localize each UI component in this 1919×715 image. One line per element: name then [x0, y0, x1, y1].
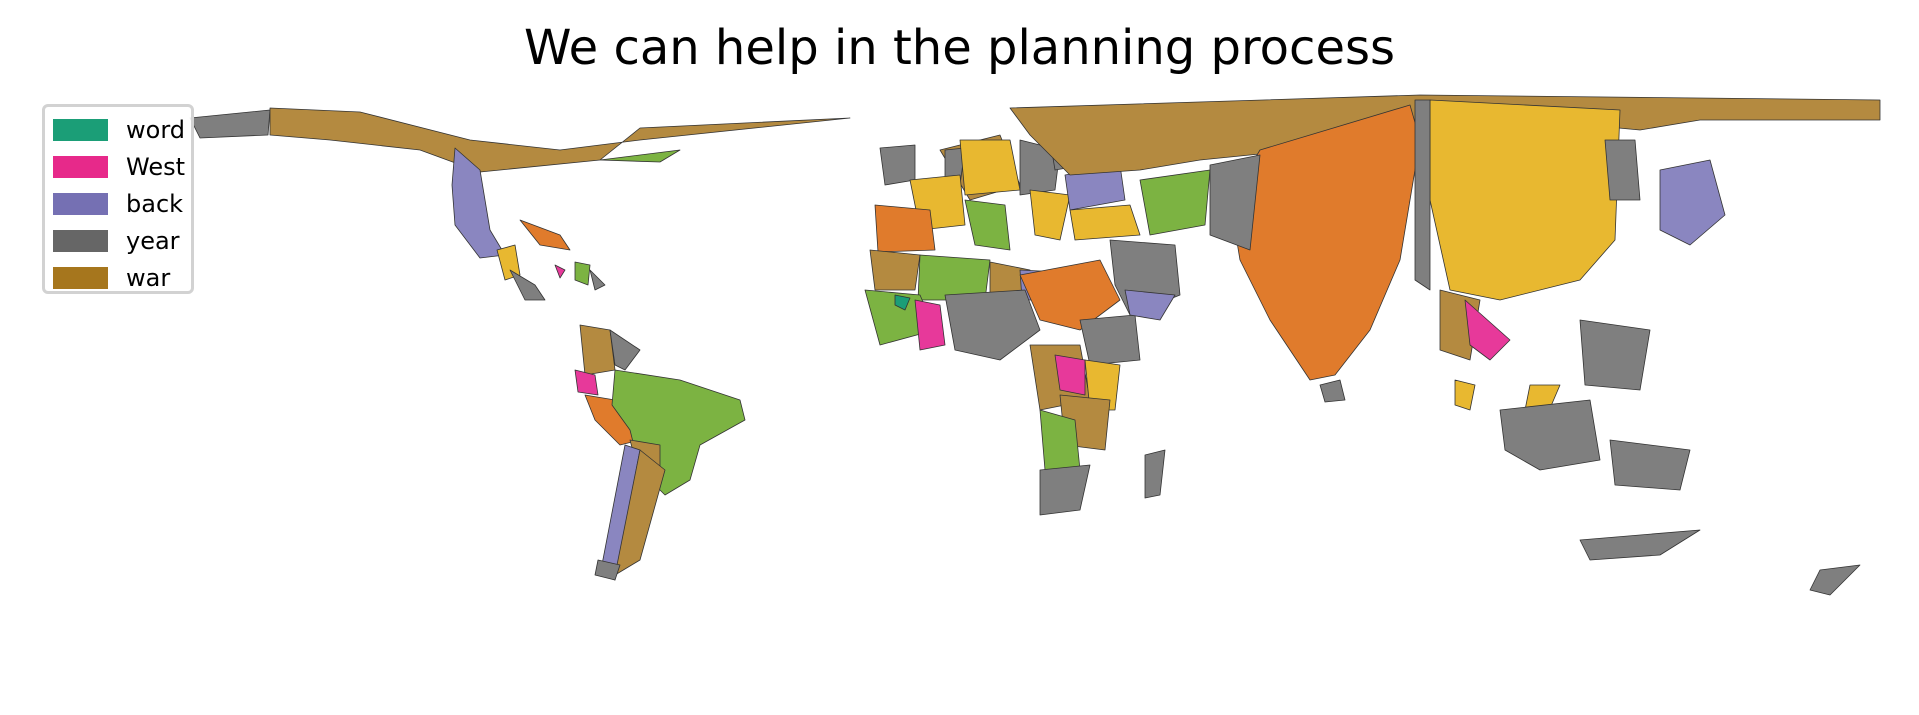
region-iran [1139, 169, 1211, 236]
legend-item-back: back [53, 190, 184, 218]
region-thailand [1464, 299, 1511, 361]
region-southern-africa [1039, 464, 1091, 516]
legend-swatch-back [53, 193, 108, 215]
region-mexico [496, 244, 521, 281]
region-italy [964, 199, 1011, 251]
region-mongolia-strip [1414, 99, 1431, 291]
region-patagonia [594, 559, 621, 581]
legend-swatch-war [53, 267, 108, 289]
region-sri-lanka [1319, 379, 1346, 403]
region-korea [1604, 139, 1641, 201]
region-colombia [579, 324, 616, 376]
region-ghana-pink [914, 299, 946, 351]
region-caribbean [519, 219, 571, 251]
region-east-indonesia [1609, 439, 1691, 491]
legend-item-word: word [53, 116, 185, 144]
region-turkey [1069, 204, 1141, 241]
region-usa [451, 147, 506, 259]
region-spain [874, 204, 936, 253]
region-cuba-pink [554, 264, 566, 279]
legend-label-word: word [126, 116, 185, 144]
map-title: We can help in the planning process [524, 20, 1395, 76]
region-kenya [1084, 359, 1121, 411]
region-china [1429, 99, 1621, 301]
legend-item-war: war [53, 264, 171, 292]
region-ecuador [574, 369, 599, 396]
region-australia [1579, 529, 1701, 561]
legend-item-west: West [53, 153, 186, 181]
legend: word West back year war [42, 104, 194, 294]
legend-label-west: West [126, 153, 186, 181]
region-peru [584, 394, 641, 446]
region-drc-pink [1054, 354, 1086, 396]
region-balkans [1029, 189, 1071, 241]
region-central-am [509, 269, 546, 301]
region-ethiopia [1079, 314, 1141, 366]
legend-swatch-west [53, 156, 108, 178]
legend-item-year: year [53, 227, 180, 255]
region-new-zealand [1809, 564, 1861, 596]
region-greenland-strip [599, 149, 681, 163]
region-papua [1579, 319, 1651, 391]
region-canada [269, 107, 851, 173]
region-caribbean-green [574, 261, 591, 286]
legend-label-war: war [126, 264, 171, 292]
region-argentina [614, 449, 666, 576]
region-alaska [189, 109, 271, 139]
region-germany [959, 139, 1021, 196]
region-pakistan [1209, 154, 1261, 251]
region-morocco [869, 249, 921, 291]
region-yemen [1124, 289, 1176, 321]
legend-label-year: year [126, 227, 180, 255]
region-iceland [879, 144, 916, 186]
legend-swatch-year [53, 230, 108, 252]
region-guinea-teal [894, 294, 911, 311]
legend-label-back: back [126, 190, 184, 218]
region-caribbean-grey [589, 269, 606, 291]
region-nigeria [944, 289, 1041, 361]
region-malaysia [1454, 379, 1476, 411]
region-venezuela [609, 329, 641, 371]
region-indonesia [1499, 399, 1601, 471]
region-sudan [1019, 259, 1121, 331]
region-japan [1659, 159, 1726, 246]
legend-swatch-word [53, 119, 108, 141]
region-madagascar [1144, 449, 1166, 499]
